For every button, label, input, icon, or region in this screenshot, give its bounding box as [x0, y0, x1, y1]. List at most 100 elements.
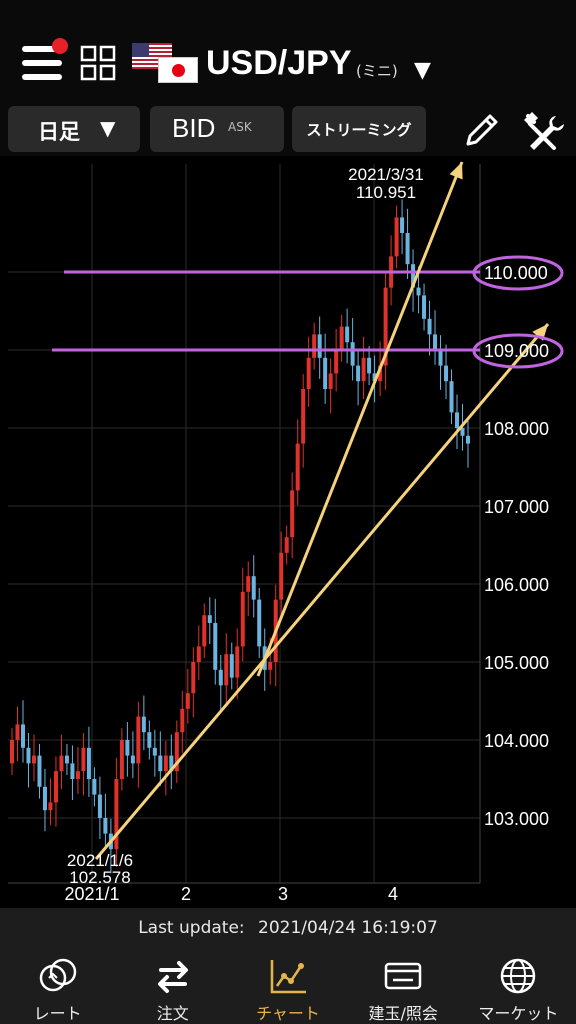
- nav-chart[interactable]: チャート: [230, 948, 345, 1024]
- candlesticks: [10, 199, 470, 874]
- candle-body: [152, 747, 157, 756]
- candle-body: [185, 693, 190, 709]
- nav-position[interactable]: 建玉/照会: [346, 948, 461, 1024]
- candle-body: [125, 740, 130, 756]
- candle-body: [48, 802, 53, 811]
- level-highlight-ellipse: [472, 255, 564, 291]
- candle-body: [26, 747, 31, 764]
- menu-icon: [22, 46, 62, 52]
- candle-body: [433, 334, 438, 350]
- candle-body: [405, 233, 410, 265]
- candle-body: [378, 365, 383, 382]
- menu-button[interactable]: [22, 38, 68, 84]
- low-marker-value: 102.578: [69, 868, 130, 887]
- candle-body: [279, 552, 284, 600]
- menu-icon-bar: [22, 74, 62, 80]
- candle-body: [235, 646, 240, 678]
- nav-market[interactable]: マーケット: [461, 948, 576, 1024]
- nav-rate[interactable]: レート: [0, 948, 115, 1024]
- candle-body: [15, 724, 20, 740]
- y-tick-label: 105.000: [484, 653, 549, 673]
- chart-canvas[interactable]: 110.000 109.000 108.000 107.000 106.000 105.0…: [0, 156, 576, 908]
- top-bar: USD/JPY (ミニ) ▼: [0, 0, 576, 100]
- pencil-icon[interactable]: [460, 110, 502, 152]
- nav-order[interactable]: 注文: [115, 948, 230, 1024]
- candle-body: [251, 576, 256, 600]
- candle-body: [174, 732, 179, 772]
- candle-body: [59, 755, 64, 772]
- grid-view-button[interactable]: [80, 45, 116, 81]
- candle-body: [53, 771, 58, 803]
- candle-body: [196, 646, 201, 662]
- chart-icon: [270, 960, 306, 994]
- candle-body: [400, 217, 405, 233]
- price-chart[interactable]: 110.000 109.000 108.000 107.000 106.000 105.0…: [0, 156, 576, 908]
- candle-body: [295, 443, 300, 491]
- jp-flag-sun: [172, 64, 185, 77]
- candle-body: [284, 537, 289, 553]
- y-tick-label: 109.000: [484, 341, 549, 361]
- candle-body: [136, 716, 141, 764]
- currency-pair-sub: (ミニ): [356, 62, 398, 80]
- low-marker-date: 2021/1/6: [67, 851, 133, 870]
- bid-ask-toggle[interactable]: BID ASK: [150, 106, 284, 152]
- period-select[interactable]: 日足 ▼: [8, 106, 140, 152]
- period-label: 日足: [38, 120, 80, 144]
- tools-icon[interactable]: [520, 110, 564, 152]
- x-tick-label: 2021/1: [64, 884, 119, 904]
- candle-body: [350, 342, 355, 366]
- candle-body: [20, 724, 25, 748]
- candle-body: [257, 599, 262, 647]
- rate-icon: [39, 958, 76, 992]
- pair-dropdown-icon[interactable]: ▼: [414, 58, 431, 83]
- order-icon: [157, 961, 188, 993]
- candle-body: [460, 428, 465, 436]
- currency-pair[interactable]: USD/JPY: [206, 44, 352, 82]
- nav-rate-label: レート: [33, 1004, 82, 1023]
- candle-body: [70, 763, 75, 779]
- candle-body: [92, 779, 97, 795]
- streaming-button[interactable]: ストリーミング: [292, 106, 426, 152]
- trendline-arrowhead: [449, 162, 463, 180]
- candle-body: [75, 771, 80, 779]
- globe-icon: [501, 958, 536, 994]
- candle-body: [356, 365, 361, 382]
- candle-body: [317, 334, 322, 358]
- candle-body: [114, 779, 119, 850]
- candle-body: [37, 755, 42, 787]
- nav-order-label: 注文: [156, 1004, 189, 1023]
- candle-body: [42, 786, 47, 811]
- candle-body: [323, 357, 328, 389]
- candle-body: [97, 794, 102, 818]
- y-tick-label: 108.000: [484, 419, 549, 439]
- jp-flag-icon: [158, 57, 198, 83]
- y-tick-label: 103.000: [484, 809, 549, 829]
- x-axis-ticks: 2021/1 2 3 4: [64, 884, 398, 904]
- x-tick-label: 3: [278, 884, 288, 904]
- candle-body: [328, 373, 333, 389]
- candle-body: [130, 755, 135, 764]
- y-tick-label: 106.000: [484, 575, 549, 595]
- candle-body: [339, 326, 344, 350]
- candle-body: [202, 615, 207, 647]
- candle-body: [427, 318, 432, 335]
- high-marker-value: 110.951: [356, 183, 416, 202]
- trendline: [94, 323, 550, 860]
- y-tick-label: 110.000: [484, 263, 548, 283]
- streaming-label: ストリーミング: [306, 121, 412, 139]
- candle-body: [416, 287, 421, 296]
- y-axis-ticks: 110.000 109.000 108.000 107.000 106.000 105.0…: [472, 255, 564, 829]
- last-update-bar: Last update: 2021/04/24 16:19:07: [0, 908, 576, 948]
- ask-label: ASK: [228, 120, 252, 134]
- trendline: [256, 161, 464, 677]
- candle-body: [207, 615, 212, 623]
- position-icon: [384, 962, 422, 990]
- notification-badge: [52, 38, 68, 54]
- candle-body: [361, 357, 366, 382]
- x-tick-label: 2: [181, 884, 191, 904]
- candle-body: [383, 287, 388, 366]
- candle-body: [444, 365, 449, 382]
- candle-body: [10, 740, 14, 764]
- candle-body: [422, 295, 427, 319]
- candle-body: [301, 389, 306, 444]
